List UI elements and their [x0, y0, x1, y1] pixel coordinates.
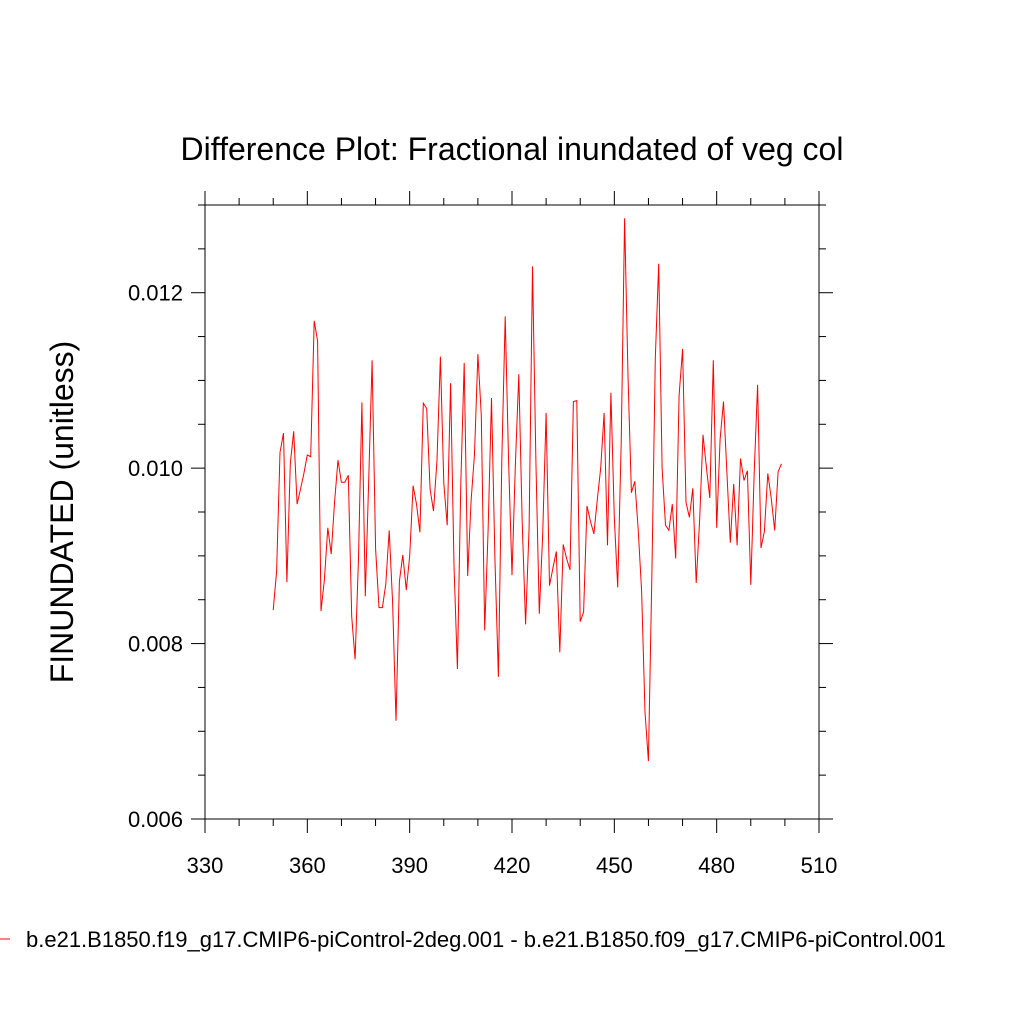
chart-title: Difference Plot: Fractional inundated of…	[181, 131, 844, 167]
y-axis-label: FINUNDATED (unitless)	[44, 341, 80, 684]
x-tick-label: 330	[187, 853, 224, 878]
x-tick-label: 420	[494, 853, 531, 878]
plot-frame	[204, 204, 820, 820]
x-tick-label: 390	[391, 853, 428, 878]
x-axis: 330 360 390 420 450 480 510	[187, 191, 838, 878]
y-tick-label: 0.008	[128, 632, 183, 657]
y-tick-label: 0.010	[128, 456, 183, 481]
y-tick-label: 0.006	[128, 807, 183, 832]
x-tick-label: 450	[596, 853, 633, 878]
x-tick-label: 480	[698, 853, 735, 878]
legend-label: b.e21.B1850.f19_g17.CMIP6-piControl-2deg…	[26, 927, 946, 952]
x-tick-label: 510	[801, 853, 838, 878]
x-tick-label: 360	[289, 853, 326, 878]
y-axis: 0.006 0.008 0.010 0.012	[128, 204, 833, 832]
y-tick-label: 0.012	[128, 281, 183, 306]
series-line	[272, 218, 782, 762]
